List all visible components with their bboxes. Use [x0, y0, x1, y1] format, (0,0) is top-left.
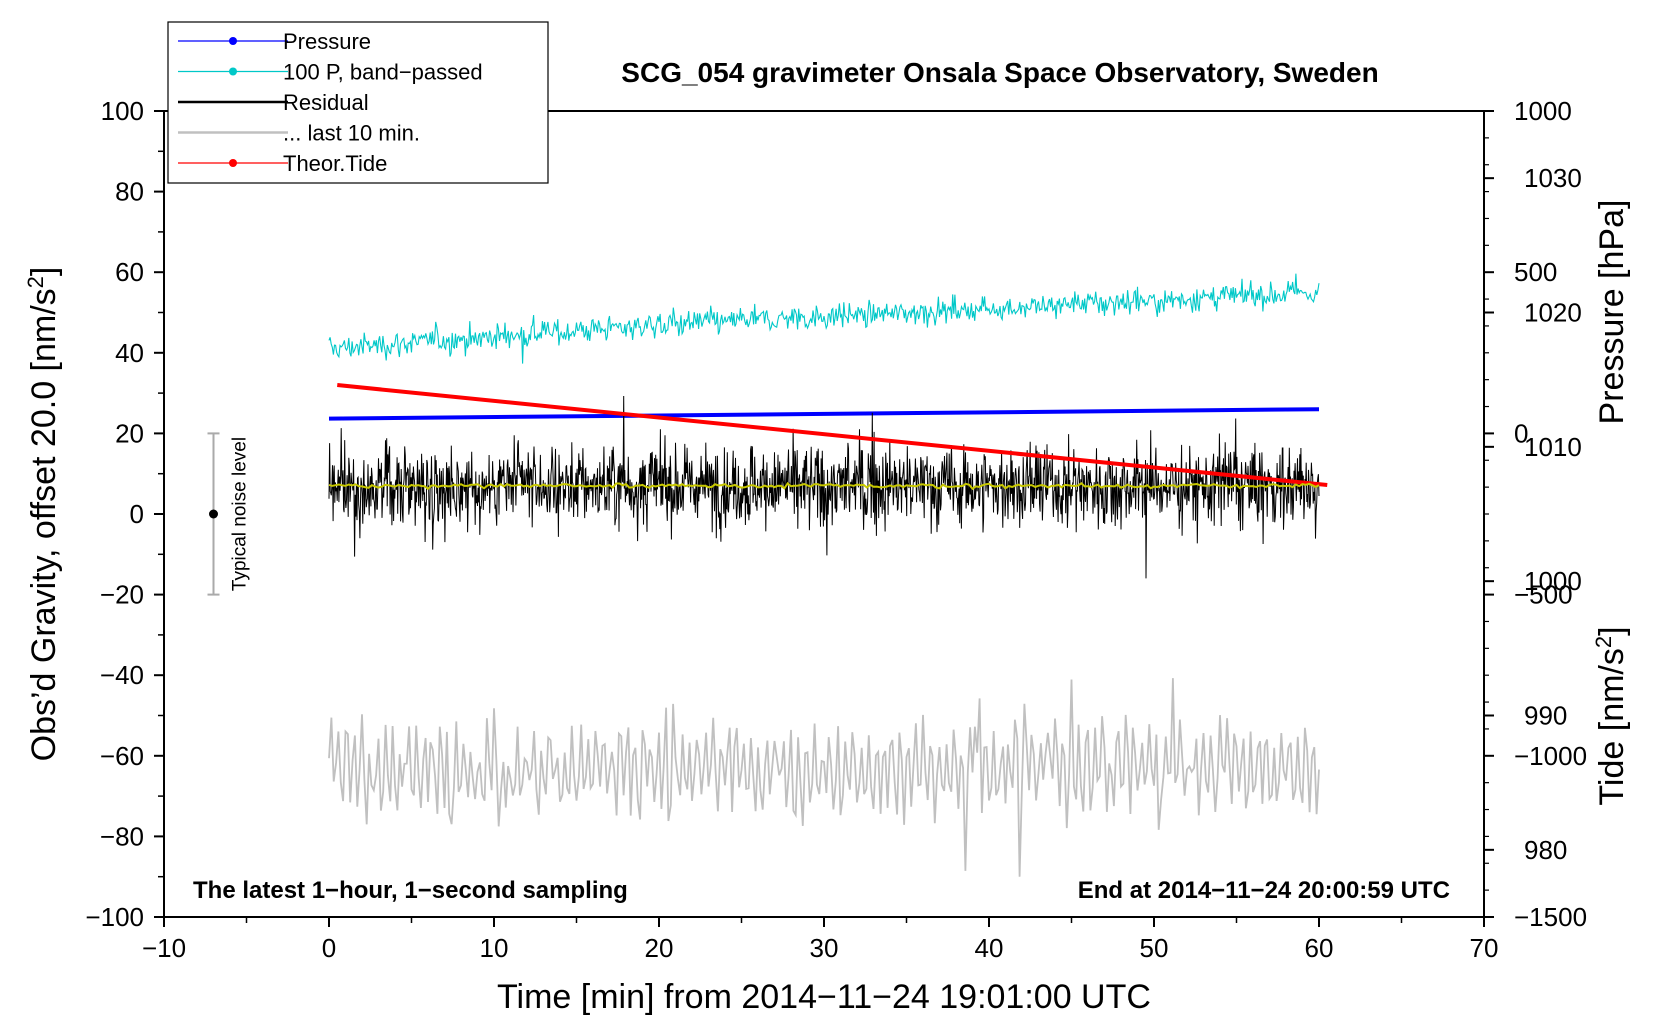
series-layer [328, 273, 1328, 877]
y-axis-label-left: Obs’d Gravity, offset 20.0 [nm/s2] [23, 267, 64, 762]
pressure-tick-label: 990 [1524, 701, 1567, 731]
noise-bar: Typical noise level [207, 432, 251, 596]
x-tick-label: 20 [645, 933, 674, 963]
y-tick-label: 100 [101, 96, 144, 126]
series-smoothed-residual [328, 481, 1320, 491]
x-tick-label: 50 [1140, 933, 1169, 963]
tide-tick-label: −500 [1514, 580, 1573, 610]
legend-label: 100 P, band−passed [283, 60, 483, 85]
y-tick-label: −20 [100, 580, 144, 610]
annotation-right: End at 2014−11−24 20:00:59 UTC [1078, 877, 1450, 904]
legend-marker [229, 37, 237, 45]
y-axis-label-tide: Tide [nm/s2] [1591, 626, 1632, 805]
legend-items: Pressure 100 P, band−passed Residual ... la… [178, 29, 483, 176]
legend-label: ... last 10 min. [283, 121, 420, 146]
y-axis-label-left-end: ] [25, 267, 63, 276]
y-axis-label-tide-text: Tide [nm/s [1593, 648, 1631, 805]
tide-tick-label: −1000 [1514, 741, 1587, 771]
x-tick-label: 0 [322, 933, 336, 963]
pressure-tick-label: 1000 [1524, 566, 1582, 596]
tide-tick-label: 1000 [1514, 96, 1572, 126]
y-tick-label: −60 [100, 741, 144, 771]
series-100-p-band-passed [328, 273, 1320, 364]
x-tick-label: 60 [1305, 933, 1334, 963]
y-tick-label: 0 [130, 499, 144, 529]
legend-label: Residual [283, 90, 369, 115]
pressure-tick-label: 1010 [1524, 432, 1582, 462]
pressure-tick-label: 980 [1524, 835, 1567, 865]
x-tick-label: 30 [810, 933, 839, 963]
x-tick-label: 10 [480, 933, 509, 963]
y-axis-label-tide-end: ] [1593, 626, 1631, 635]
y-tick-label: 40 [115, 338, 144, 368]
y-axis-label-left-text: Obs’d Gravity, offset 20.0 [nm/s [25, 288, 63, 761]
y-axis-label-tide-sup: 2 [1591, 636, 1616, 648]
legend-item: ... last 10 min. [178, 121, 420, 146]
series-pressure [328, 407, 1320, 421]
noise-bar-label: Typical noise level [230, 437, 251, 591]
series-theor-tide [337, 383, 1328, 487]
x-tick-label: 40 [975, 933, 1004, 963]
legend-item: Theor.Tide [178, 151, 387, 176]
legend-marker [229, 67, 237, 76]
x-tick-label: 70 [1470, 933, 1499, 963]
pressure-tick-label: 1030 [1524, 163, 1582, 193]
y-tick-label: 80 [115, 177, 144, 207]
legend-item: Residual [178, 90, 369, 115]
noise-bar-center [209, 509, 218, 519]
pressure-tick-label: 1020 [1524, 298, 1582, 328]
annotation-left: The latest 1−hour, 1−second sampling [193, 877, 628, 904]
legend-label: Theor.Tide [283, 151, 387, 176]
chart-title: SCG_054 gravimeter Onsala Space Observat… [621, 57, 1378, 88]
y-axis-label-pressure: Pressure [hPa] [1593, 200, 1631, 425]
y-axis-label-left-sup: 2 [23, 276, 48, 288]
legend-label: Pressure [283, 29, 371, 54]
axes-layer: −10 0 10 20 30 40 50 60 70−100−80−60−40−20020406… [85, 96, 1587, 963]
x-axis-label: Time [min] from 2014−11−24 19:01:00 UTC [497, 978, 1151, 1016]
legend: Pressure 100 P, band−passed Residual ... la… [167, 21, 549, 184]
y-tick-label: −40 [100, 660, 144, 690]
legend-marker [229, 159, 237, 167]
y-tick-label: −80 [100, 821, 144, 851]
y-tick-label: 20 [115, 418, 144, 448]
x-tick-label: −10 [142, 933, 186, 963]
legend-item: Pressure [178, 29, 371, 54]
tide-tick-label: −1500 [1514, 902, 1587, 932]
tide-tick-label: 500 [1514, 257, 1557, 287]
y-tick-label: 60 [115, 257, 144, 287]
legend-item: 100 P, band−passed [178, 60, 483, 85]
series-last-10-min [328, 678, 1320, 877]
tide-tick-label: 0 [1514, 418, 1528, 448]
y-tick-label: −100 [85, 902, 144, 932]
